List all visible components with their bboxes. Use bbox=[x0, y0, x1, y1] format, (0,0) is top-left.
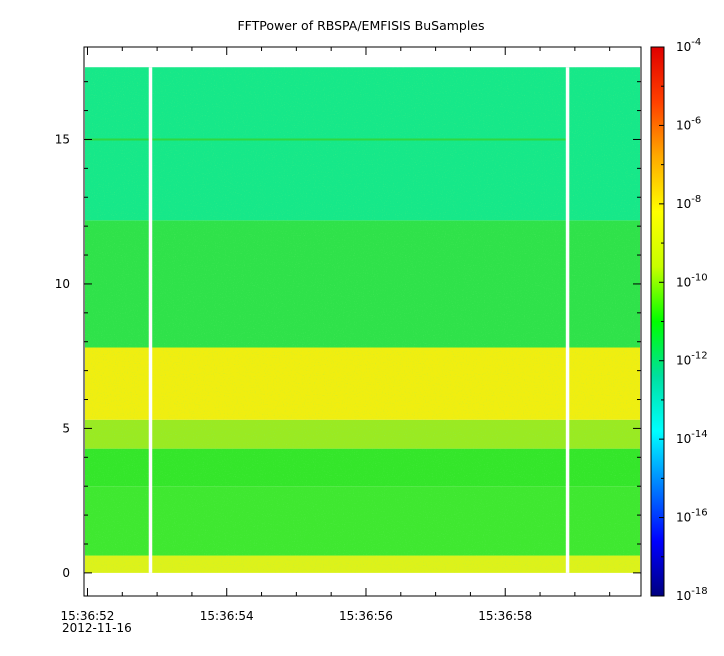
plot-frame bbox=[83, 46, 642, 597]
y-tick-label: 5 bbox=[62, 421, 70, 435]
colorbar-tick-label: 10-10 bbox=[676, 272, 708, 289]
y-axis: 0 5 10 15 bbox=[55, 81, 641, 580]
data-gap bbox=[565, 67, 570, 573]
colorbar-tick-label: 10-14 bbox=[676, 429, 708, 446]
data-gap bbox=[148, 67, 153, 573]
y-tick-label: 0 bbox=[62, 566, 70, 580]
colorbar-tick-label: 10-18 bbox=[676, 586, 708, 603]
x-tick-label: 15:36:56 bbox=[339, 609, 393, 623]
y-tick-label: 15 bbox=[55, 132, 70, 146]
x-tick-label: 15:36:52 bbox=[61, 609, 115, 623]
colorbar-tick-label: 10-8 bbox=[676, 194, 701, 211]
x-date-label: 2012-11-16 bbox=[62, 621, 132, 635]
chart-title: FFTPower of RBSPA/EMFISIS BuSamples bbox=[237, 18, 484, 33]
colorbar: 10-4 10-6 10-8 10-10 10-12 10-14 10-16 10-18 bbox=[650, 37, 708, 603]
x-axis: 15:36:52 15:36:54 15:36:56 15:36:58 bbox=[61, 47, 611, 623]
plot-area bbox=[83, 46, 642, 597]
y-tick-label: 10 bbox=[55, 277, 70, 291]
x-tick-label: 15:36:54 bbox=[200, 609, 254, 623]
spectral-noise-texture bbox=[85, 67, 640, 573]
colorbar-tick-label: 10-16 bbox=[676, 508, 708, 525]
colorbar-tick-label: 10-4 bbox=[676, 37, 701, 54]
x-tick-label: 15:36:58 bbox=[478, 609, 532, 623]
colorbar-tick-label: 10-6 bbox=[676, 115, 701, 132]
colorbar-tick-label: 10-12 bbox=[676, 351, 708, 368]
